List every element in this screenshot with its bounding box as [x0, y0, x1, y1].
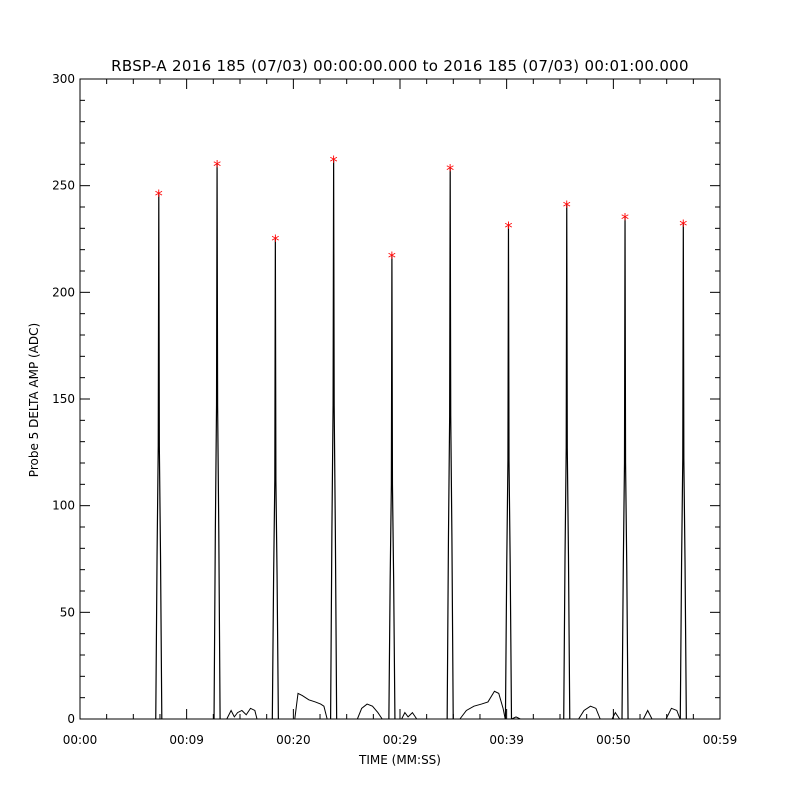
signal-spike: [271, 238, 279, 720]
peak-marker: *: [563, 197, 571, 216]
peak-marker: *: [155, 186, 163, 205]
signal-spike: [155, 194, 163, 720]
x-tick-label: 00:29: [383, 733, 418, 747]
y-tick-label: 100: [52, 499, 75, 513]
y-tick-label: 0: [67, 712, 75, 726]
baseline-bump: [611, 711, 621, 720]
y-axis-label: Probe 5 DELTA AMP (ADC): [27, 323, 41, 477]
baseline-bump: [459, 690, 506, 720]
signal-spike: [504, 226, 513, 720]
baseline-bump: [294, 692, 328, 720]
y-tick-label: 50: [60, 605, 75, 619]
signal-spike: [330, 160, 338, 720]
x-tick-label: 00:50: [596, 733, 631, 747]
baseline-bump: [665, 707, 681, 720]
y-tick-label: 150: [52, 392, 75, 406]
baseline-bump: [226, 707, 258, 720]
peak-marker: *: [330, 152, 338, 171]
x-tick-label: 00:20: [276, 733, 311, 747]
x-tick-label: 00:09: [169, 733, 204, 747]
baseline-bump: [642, 709, 653, 720]
peak-marker: *: [679, 216, 687, 235]
signal-spike: [213, 164, 221, 720]
peak-marker: *: [504, 218, 512, 237]
peak-marker: *: [271, 231, 279, 250]
baseline-bump: [578, 705, 601, 720]
signal-spike: [388, 256, 396, 720]
peak-marker: *: [446, 161, 454, 180]
signal-spike: [563, 204, 571, 720]
peak-marker: *: [621, 210, 629, 229]
peak-marker: *: [388, 248, 396, 267]
plot-frame: [79, 78, 721, 720]
signal-spike: [621, 217, 629, 720]
x-tick-label: 00:59: [703, 733, 738, 747]
signal-spike: [446, 168, 454, 720]
x-tick-label: 00:00: [63, 733, 98, 747]
baseline-bump: [401, 711, 418, 720]
x-tick-label: 00:39: [489, 733, 524, 747]
plot-area: 0 50 100 150 200 250 300 00:00 00:09 00:20 00:29 00…: [52, 72, 737, 747]
peak-marker: *: [213, 156, 221, 175]
y-tick-label: 250: [52, 179, 75, 193]
y-tick-label: 300: [52, 72, 75, 86]
x-axis-label: TIME (MM:SS): [358, 753, 441, 767]
baseline-bump: [511, 716, 521, 720]
baseline-bump: [356, 703, 383, 720]
chart-title: RBSP-A 2016 185 (07/03) 00:00:00.000 to …: [111, 57, 689, 75]
signal-spike: [679, 224, 687, 720]
y-tick-label: 200: [52, 285, 75, 299]
